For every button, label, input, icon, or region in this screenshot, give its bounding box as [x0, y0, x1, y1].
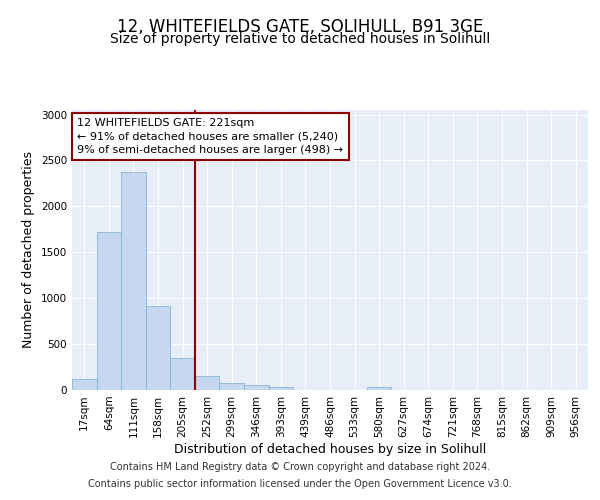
Text: Size of property relative to detached houses in Solihull: Size of property relative to detached ho… [110, 32, 490, 46]
Bar [97, 232, 121, 390]
Text: 12, WHITEFIELDS GATE, SOLIHULL, B91 3GE: 12, WHITEFIELDS GATE, SOLIHULL, B91 3GE [117, 18, 483, 36]
Y-axis label: Number of detached properties: Number of detached properties [22, 152, 35, 348]
Bar [146, 306, 170, 390]
Text: 12 WHITEFIELDS GATE: 221sqm
← 91% of detached houses are smaller (5,240)
9% of s: 12 WHITEFIELDS GATE: 221sqm ← 91% of det… [77, 118, 343, 155]
X-axis label: Distribution of detached houses by size in Solihull: Distribution of detached houses by size … [174, 442, 486, 456]
Bar [269, 387, 293, 390]
Text: Contains public sector information licensed under the Open Government Licence v3: Contains public sector information licen… [88, 479, 512, 489]
Bar [170, 358, 195, 390]
Bar [195, 376, 220, 390]
Bar [367, 387, 391, 390]
Bar [121, 172, 146, 390]
Bar [72, 380, 97, 390]
Text: Contains HM Land Registry data © Crown copyright and database right 2024.: Contains HM Land Registry data © Crown c… [110, 462, 490, 472]
Bar [244, 385, 269, 390]
Bar [220, 382, 244, 390]
